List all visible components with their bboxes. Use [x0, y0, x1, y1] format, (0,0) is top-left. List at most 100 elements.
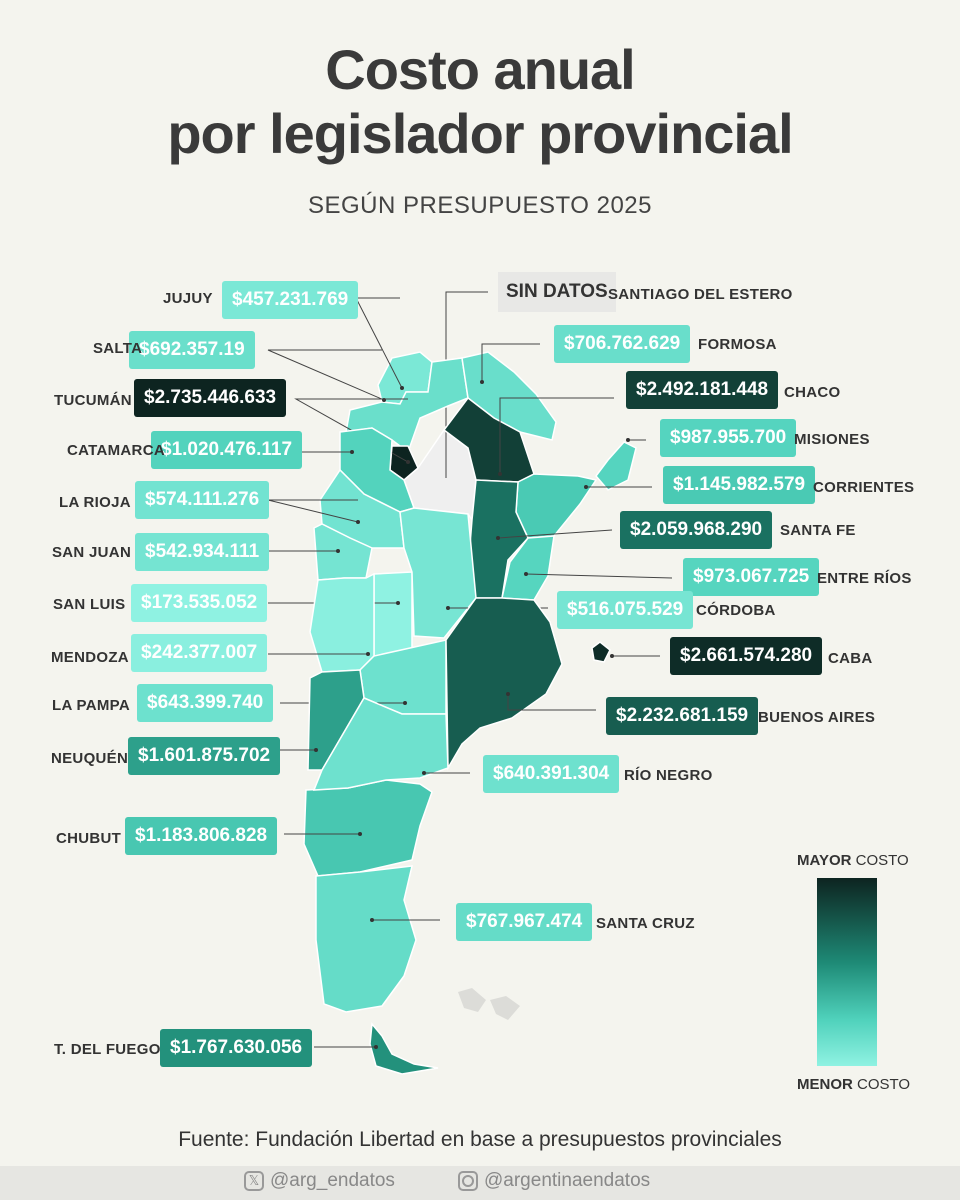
- anchor-dot-entre-rios: [524, 572, 528, 576]
- anchor-dot-caba: [610, 654, 614, 658]
- instagram-logo-icon: [458, 1171, 478, 1191]
- value-box-caba: $2.661.574.280: [670, 637, 823, 675]
- leader-line-santiago-del-estero: [445, 291, 488, 478]
- label-misiones: MISIONES: [794, 431, 870, 448]
- anchor-dot-misiones: [626, 438, 630, 442]
- anchor-dot-tucuman: [406, 460, 410, 464]
- label-santiago-del-estero: SANTIAGO DEL ESTERO: [608, 286, 793, 303]
- label-formosa: FORMOSA: [698, 336, 777, 353]
- anchor-dot-buenos-aires: [506, 692, 510, 696]
- subtitle: SEGÚN PRESUPUESTO 2025: [307, 192, 652, 219]
- value-box-la-pampa: $643.399.740: [137, 684, 274, 722]
- anchor-dot-la-pampa: [403, 701, 407, 705]
- no-data-tag: SIN DATOS: [498, 272, 616, 312]
- value-box-mendoza: $242.377.007: [131, 634, 268, 672]
- label-chubut: CHUBUT: [56, 830, 122, 847]
- leader-line-entre-rios: [525, 573, 673, 579]
- province-corrientes: [515, 473, 598, 539]
- value-box-chubut: $1.183.806.828: [125, 817, 278, 855]
- province-buenos-aires: [445, 597, 563, 771]
- label-la-rioja: LA RIOJA: [59, 494, 131, 511]
- value-box-salta: $692.357.19: [129, 331, 255, 369]
- source-note: Fuente: Fundación Libertad en base a pre…: [178, 1128, 782, 1151]
- anchor-dot-la-rioja: [356, 520, 360, 524]
- title-line-1: Costo anual: [325, 38, 635, 101]
- anchor-dot-rio-negro: [422, 771, 426, 775]
- leader-line-santa-fe: [497, 529, 613, 539]
- label-santa-cruz: SANTA CRUZ: [596, 915, 695, 932]
- leader-line-jujuy: [355, 297, 403, 389]
- anchor-dot-jujuy: [400, 386, 404, 390]
- anchor-dot-santa-cruz: [370, 918, 374, 922]
- leader-line-salta: [267, 349, 385, 401]
- label-santa-fe: SANTA FE: [780, 522, 856, 539]
- legend-min: MENOR COSTO: [797, 1076, 910, 1093]
- anchor-dot-t-del-fuego: [374, 1045, 378, 1049]
- legend-max: MAYOR COSTO: [797, 852, 909, 869]
- label-cordoba: CÓRDOBA: [696, 602, 776, 619]
- label-san-luis: SAN LUIS: [53, 596, 126, 613]
- label-chaco: CHACO: [784, 384, 841, 401]
- value-box-t-del-fuego: $1.767.630.056: [160, 1029, 313, 1067]
- instagram-social[interactable]: @argentinaendatos: [458, 1170, 650, 1192]
- anchor-dot-cordoba: [446, 606, 450, 610]
- label-corrientes: CORRIENTES: [813, 479, 915, 496]
- label-caba: CABA: [828, 650, 873, 667]
- province-misiones: [595, 441, 637, 491]
- province-san-luis: [373, 571, 413, 657]
- value-box-catamarca: $1.020.476.117: [151, 431, 303, 469]
- value-box-la-rioja: $574.111.276: [135, 481, 270, 519]
- anchor-dot-san-juan: [336, 549, 340, 553]
- anchor-dot-chaco: [498, 472, 502, 476]
- label-entre-rios: ENTRE RÍOS: [817, 570, 912, 587]
- label-buenos-aires: BUENOS AIRES: [758, 709, 876, 726]
- x-social[interactable]: 𝕏 @arg_endatos: [244, 1170, 395, 1192]
- value-box-santa-fe: $2.059.968.290: [620, 511, 773, 549]
- legend-max-bold: MAYOR: [797, 852, 852, 869]
- malvinas-islands: [458, 988, 520, 1020]
- label-salta: SALTA: [93, 340, 143, 357]
- province-chubut: [303, 779, 433, 877]
- value-box-corrientes: $1.145.982.579: [663, 466, 816, 504]
- value-box-formosa: $706.762.629: [554, 325, 691, 363]
- anchor-dot-formosa: [480, 380, 484, 384]
- leader-line-buenos-aires: [507, 694, 596, 711]
- province-caba: [591, 641, 611, 663]
- label-tucuman: TUCUMÁN: [54, 392, 132, 409]
- title-line-2: por legislador provincial: [167, 102, 793, 165]
- value-box-neuquen: $1.601.875.702: [128, 737, 281, 775]
- anchor-dot-santa-fe: [496, 536, 500, 540]
- legend-max-rest: COSTO: [851, 852, 909, 869]
- value-box-tucuman: $2.735.446.633: [134, 379, 287, 417]
- footer: 𝕏 @arg_endatos @argentinaendatos: [0, 1166, 960, 1200]
- x-logo-icon: 𝕏: [244, 1171, 264, 1191]
- value-box-buenos-aires: $2.232.681.159: [606, 697, 759, 735]
- label-mendoza: MENDOZA: [51, 649, 129, 666]
- province-mendoza: [309, 572, 375, 673]
- leader-line-chaco: [499, 397, 614, 474]
- label-san-juan: SAN JUAN: [52, 544, 132, 561]
- value-box-misiones: $987.955.700: [660, 419, 797, 457]
- anchor-dot-catamarca: [350, 450, 354, 454]
- anchor-dot-san-luis: [396, 601, 400, 605]
- legend-min-rest: COSTO: [852, 1076, 911, 1093]
- value-box-rio-negro: $640.391.304: [483, 755, 620, 793]
- label-neuquen: NEUQUÉN: [51, 750, 129, 767]
- province-cordoba: [399, 507, 477, 639]
- label-catamarca: CATAMARCA: [67, 442, 165, 459]
- anchor-dot-mendoza: [366, 652, 370, 656]
- label-la-pampa: LA PAMPA: [52, 697, 130, 714]
- anchor-dot-chubut: [358, 832, 362, 836]
- legend-min-bold: MENOR: [797, 1076, 853, 1093]
- value-box-chaco: $2.492.181.448: [626, 371, 779, 409]
- chart-title: Costo anual por legislador provincial: [0, 38, 960, 166]
- label-jujuy: JUJUY: [163, 290, 213, 307]
- value-box-san-luis: $173.535.052: [131, 584, 268, 622]
- value-box-san-juan: $542.934.111: [135, 533, 270, 571]
- label-t-del-fuego: T. DEL FUEGO: [54, 1041, 161, 1058]
- x-handle: @arg_endatos: [270, 1170, 395, 1191]
- instagram-handle: @argentinaendatos: [484, 1170, 651, 1191]
- value-box-cordoba: $516.075.529: [557, 591, 694, 629]
- province-santa-cruz: [315, 865, 417, 1013]
